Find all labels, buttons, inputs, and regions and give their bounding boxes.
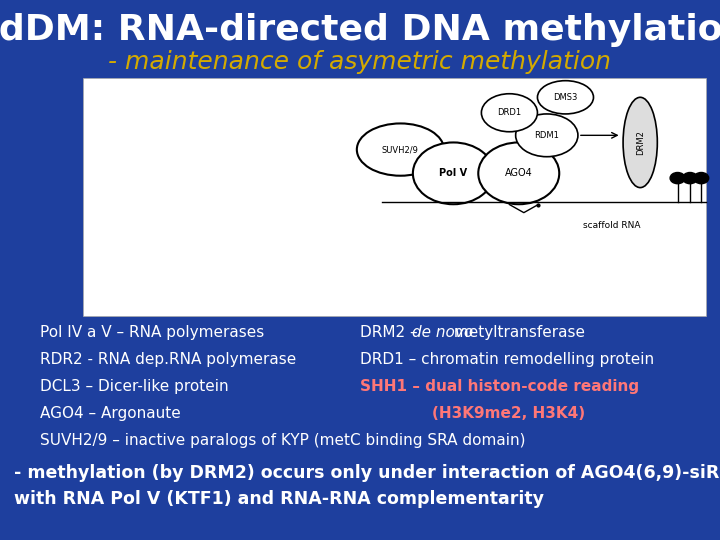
Text: SUVH2/9: SUVH2/9 [382,145,419,154]
Text: - methylation (by DRM2) occurs only under interaction of AGO4(6,9)-siRNA: - methylation (by DRM2) occurs only unde… [14,463,720,482]
Text: RDR2 - RNA dep.RNA polymerase: RDR2 - RNA dep.RNA polymerase [40,352,296,367]
Text: AGO4 – Argonaute: AGO4 – Argonaute [40,406,180,421]
Text: SUVH2/9 – inactive paralogs of KYP (metC binding SRA domain): SUVH2/9 – inactive paralogs of KYP (metC… [40,433,525,448]
Ellipse shape [357,124,444,176]
Ellipse shape [623,97,657,187]
Text: scaffold RNA: scaffold RNA [583,221,641,230]
Text: DRM2: DRM2 [636,130,644,155]
Text: Pol V: Pol V [439,168,467,178]
Text: with RNA Pol V (KTF1) and RNA-RNA complementarity: with RNA Pol V (KTF1) and RNA-RNA comple… [14,490,544,509]
Text: - maintenance of asymetric methylation: - maintenance of asymetric methylation [109,50,611,74]
Ellipse shape [478,143,559,204]
Text: RDM1: RDM1 [534,131,559,140]
Ellipse shape [482,94,537,132]
Text: SHH1 – dual histon-code reading: SHH1 – dual histon-code reading [360,379,639,394]
Ellipse shape [413,143,494,204]
Circle shape [694,172,708,184]
Ellipse shape [537,80,593,114]
Text: DRD1 – chromatin remodelling protein: DRD1 – chromatin remodelling protein [360,352,654,367]
Text: metyltransferase: metyltransferase [449,325,585,340]
Ellipse shape [516,114,578,157]
Text: RdDM: RNA-directed DNA methylation: RdDM: RNA-directed DNA methylation [0,13,720,46]
Text: AGO4: AGO4 [505,168,533,178]
Text: DMS3: DMS3 [553,93,577,102]
Text: (H3K9me2, H3K4): (H3K9me2, H3K4) [432,406,585,421]
Text: Pol IV a V – RNA polymerases: Pol IV a V – RNA polymerases [40,325,264,340]
Text: DRD1: DRD1 [498,108,521,117]
Text: DRM2 –: DRM2 – [360,325,423,340]
FancyBboxPatch shape [83,78,706,316]
Circle shape [670,172,685,184]
Circle shape [683,172,698,184]
Text: de novo: de novo [412,325,473,340]
Text: DCL3 – Dicer-like protein: DCL3 – Dicer-like protein [40,379,228,394]
